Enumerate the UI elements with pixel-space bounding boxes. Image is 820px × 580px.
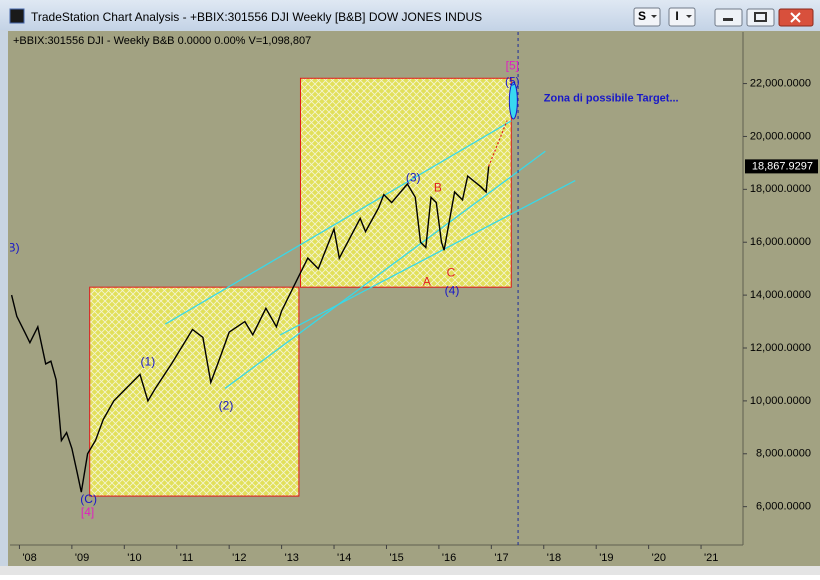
annotation: (3) (406, 171, 421, 185)
y-tick-label: 8,000.0000 (756, 448, 811, 460)
minimize-button[interactable] (714, 8, 743, 27)
close-button[interactable] (778, 8, 814, 27)
y-tick-label: 22,000.0000 (750, 77, 811, 89)
y-tick-label: 18,000.0000 (750, 183, 811, 195)
annotation: (B) (4, 240, 20, 254)
annotation: [5] (506, 59, 519, 73)
x-tick-label: '18 (547, 552, 561, 564)
projection-line (488, 120, 508, 167)
x-tick-label: '10 (127, 552, 141, 564)
annotation: (C) (80, 492, 97, 506)
x-tick-label: '09 (75, 552, 89, 564)
channel-line (224, 150, 546, 389)
x-tick-label: '11 (180, 552, 194, 564)
x-tick-label: '19 (599, 552, 613, 564)
annotation: C (447, 265, 456, 279)
s-button[interactable]: S (633, 7, 661, 27)
y-tick-label: 14,000.0000 (750, 289, 811, 301)
price-line (10, 166, 490, 493)
annotation: B (434, 181, 442, 195)
annotation: Zona di possibile Target... (544, 93, 679, 105)
x-tick-label: '17 (494, 552, 508, 564)
plot-area: (B) (1) (2) (3) B A C (4) (C)[4] [5] (5) Zona di po… (4, 32, 679, 545)
app-icon (9, 8, 25, 24)
chart-header: +BBIX:301556 DJI - Weekly B&B 0.0000 0.0… (13, 35, 311, 47)
y-tick-label: 20,000.0000 (750, 130, 811, 142)
x-tick-label: '21 (704, 552, 718, 564)
annotation: (2) (219, 399, 234, 413)
x-tick-label: '20 (652, 552, 666, 564)
y-tick-label: 6,000.0000 (756, 501, 811, 513)
i-button[interactable]: I (668, 7, 696, 27)
annotation: [4] (81, 505, 94, 519)
s-label: S (638, 9, 646, 23)
x-tick-label: '12 (232, 552, 246, 564)
target-box (89, 286, 300, 497)
x-tick-label: '15 (389, 552, 403, 564)
annotation: (1) (141, 354, 156, 368)
channel-line (164, 120, 512, 325)
y-tick-label: 12,000.0000 (750, 342, 811, 354)
channel-line (279, 180, 576, 336)
last-price-box (745, 159, 818, 174)
x-tick-label: '16 (442, 552, 456, 564)
annotation: (4) (445, 284, 460, 298)
x-tick-label: '08 (22, 552, 36, 564)
y-tick-label: 10,000.0000 (750, 395, 811, 407)
window-title: TradeStation Chart Analysis - +BBIX:3015… (31, 10, 482, 24)
i-label: I (675, 9, 678, 23)
last-price-label: 18,867.9297 (752, 160, 813, 172)
x-tick-label: '13 (285, 552, 299, 564)
status-strip (0, 566, 820, 575)
x-tick-label: '14 (337, 552, 351, 564)
annotation: A (423, 275, 431, 289)
y-tick-label: 16,000.0000 (750, 236, 811, 248)
target-zone (508, 82, 518, 120)
maximize-button[interactable] (746, 8, 775, 27)
annotation: (5) (505, 75, 520, 89)
